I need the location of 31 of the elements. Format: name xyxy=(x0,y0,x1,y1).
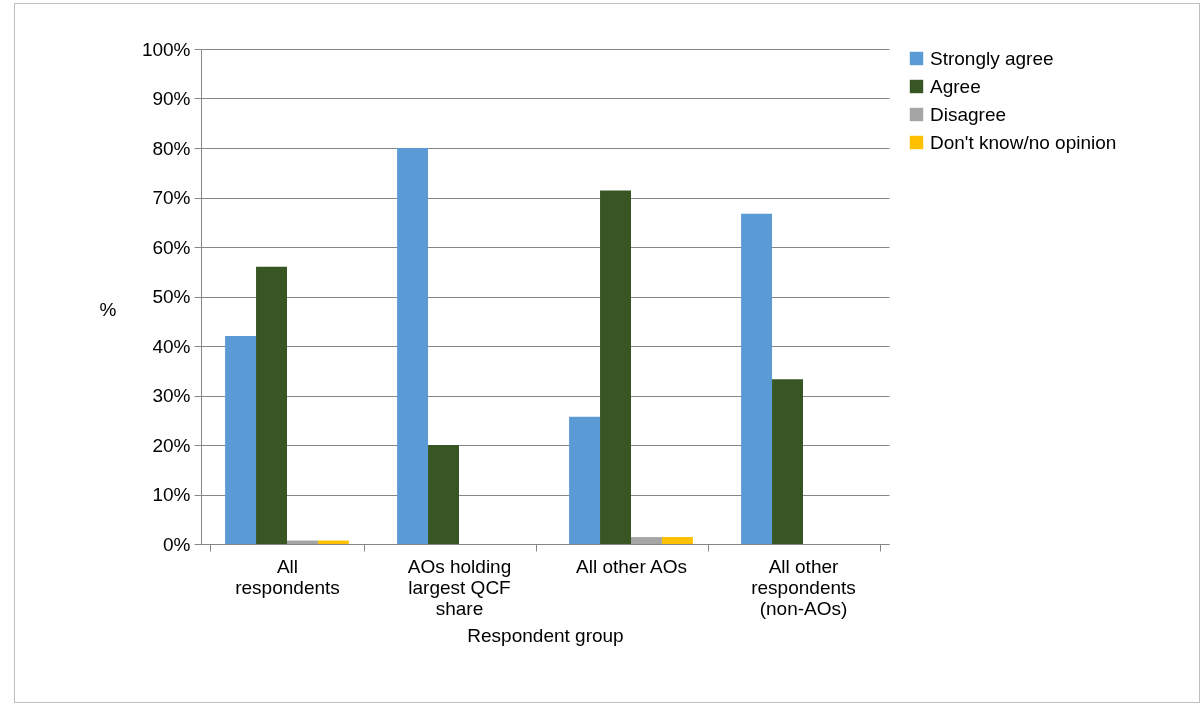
x-tick-label: AOs holding largest QCF share xyxy=(407,555,512,619)
y-tick-label: 10% xyxy=(152,484,191,505)
bar xyxy=(569,416,601,544)
bar xyxy=(631,537,662,544)
y-tick-label: 60% xyxy=(152,236,191,258)
bar xyxy=(225,336,257,544)
bar xyxy=(661,537,693,544)
y-tick-label: 70% xyxy=(152,187,191,208)
bar xyxy=(772,379,803,544)
x-tick-label: All other AOs xyxy=(576,555,687,577)
bar xyxy=(428,445,459,544)
y-tick-label: 100% xyxy=(141,38,191,60)
y-tick-label: 0% xyxy=(163,533,191,555)
y-tick-label: 20% xyxy=(152,434,191,456)
x-tick-label: All other respondents (non-AOs) xyxy=(751,555,856,619)
legend-label: Strongly agree xyxy=(930,47,1054,69)
legend-label: Disagree xyxy=(930,103,1007,125)
legend-label: Agree xyxy=(930,75,981,97)
bar xyxy=(741,213,773,544)
x-tick-label: All respondents xyxy=(235,555,340,598)
y-tick-label: 30% xyxy=(152,385,191,406)
bar xyxy=(256,266,287,544)
y-tick-label: 80% xyxy=(152,137,191,159)
bar xyxy=(600,190,631,544)
legend-label: Don't know/no opinion xyxy=(930,131,1117,153)
x-axis-title: Respondent group xyxy=(467,624,624,646)
y-axis-title: % xyxy=(99,298,117,320)
y-tick-label: 50% xyxy=(152,286,191,307)
y-tick-label: 40% xyxy=(152,335,191,357)
y-tick-label: 90% xyxy=(152,88,191,109)
bar xyxy=(397,148,429,544)
